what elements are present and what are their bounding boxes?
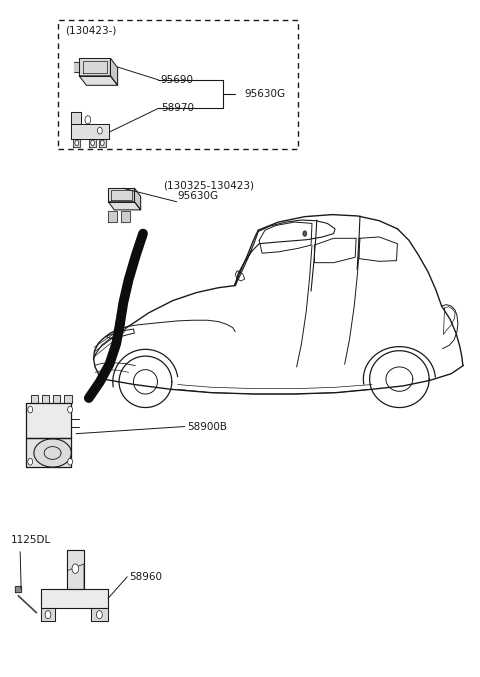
Circle shape (45, 611, 51, 619)
Bar (58, 20, 298, 149)
Polygon shape (134, 188, 141, 210)
Circle shape (85, 116, 91, 124)
Polygon shape (110, 58, 118, 85)
Polygon shape (64, 395, 72, 403)
Text: 95630G: 95630G (245, 89, 286, 99)
Polygon shape (108, 202, 141, 210)
Circle shape (72, 564, 79, 573)
Polygon shape (26, 403, 72, 438)
Polygon shape (15, 586, 21, 592)
Polygon shape (91, 608, 108, 621)
Circle shape (68, 458, 72, 465)
Polygon shape (53, 395, 60, 403)
Polygon shape (26, 438, 72, 467)
Polygon shape (34, 439, 72, 467)
Polygon shape (79, 58, 110, 76)
Circle shape (28, 406, 33, 413)
Circle shape (96, 611, 102, 619)
Polygon shape (71, 124, 109, 139)
Polygon shape (73, 139, 80, 147)
Polygon shape (89, 139, 96, 147)
Circle shape (28, 458, 33, 465)
Text: 58970: 58970 (161, 104, 194, 113)
Circle shape (68, 406, 72, 413)
Text: (130325-130423): (130325-130423) (163, 181, 254, 190)
Text: 95690: 95690 (161, 75, 194, 85)
Circle shape (100, 140, 104, 146)
Polygon shape (99, 139, 106, 147)
Polygon shape (74, 62, 79, 72)
Circle shape (75, 140, 79, 146)
Text: 1125DL: 1125DL (11, 536, 51, 545)
Text: (130423-): (130423-) (65, 26, 116, 36)
Polygon shape (108, 188, 134, 202)
Polygon shape (42, 395, 49, 403)
Polygon shape (67, 550, 84, 589)
Polygon shape (31, 395, 38, 403)
Polygon shape (108, 211, 117, 222)
Text: 58900B: 58900B (187, 422, 227, 431)
Polygon shape (79, 76, 118, 85)
Polygon shape (121, 211, 130, 222)
Circle shape (91, 140, 95, 146)
Polygon shape (41, 608, 55, 621)
Text: 58960: 58960 (130, 572, 163, 582)
Text: 95630G: 95630G (178, 192, 219, 201)
Circle shape (97, 127, 102, 134)
Polygon shape (41, 589, 108, 608)
Circle shape (303, 231, 307, 236)
Polygon shape (71, 112, 81, 124)
